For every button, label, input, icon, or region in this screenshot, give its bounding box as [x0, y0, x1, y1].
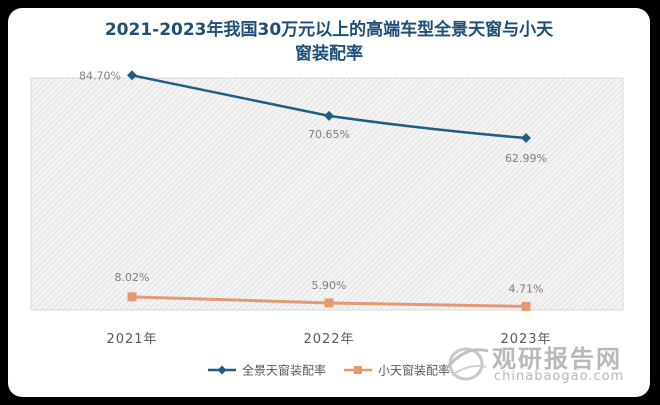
legend-label-1: 全景天窗装配率	[242, 363, 326, 378]
chart-title-line-1: 2021-2023年我国30万元以上的高端车型全景天窗与小天	[104, 20, 554, 40]
data-point-s2-1	[127, 292, 137, 302]
x-tick-label-1: 2021年	[106, 332, 157, 347]
series-line-1	[131, 74, 527, 140]
legend-marker-1	[217, 365, 227, 375]
data-label-s2-3: 4.71%	[509, 282, 544, 295]
globe-swoosh-logo-icon	[446, 347, 489, 381]
data-point-s1-3	[521, 133, 531, 144]
line-chart: 84.70% 70.65% 62.99% 8.02% 5.90% 4.71% 2021年 2…	[30, 69, 624, 378]
chart-card: 2021-2023年我国30万元以上的高端车型全景天窗与小天 窗装配率 84.7…	[8, 8, 650, 397]
data-label-s2-1: 8.02%	[115, 271, 150, 284]
data-point-s1-2	[324, 110, 334, 121]
data-point-s1-1	[127, 70, 137, 81]
chart-title-line-2: 窗装配率	[295, 44, 363, 64]
data-label-s1-3: 62.99%	[505, 152, 547, 165]
legend-marker-2	[354, 366, 362, 374]
data-label-s1-1: 84.70%	[79, 69, 121, 82]
x-tick-label-2: 2022年	[303, 332, 354, 347]
data-label-s2-2: 5.90%	[312, 279, 347, 292]
data-label-s1-2: 70.65%	[308, 128, 350, 141]
data-point-s2-3	[521, 301, 531, 311]
data-point-s2-2	[324, 298, 334, 308]
x-tick-label-3: 2023年	[500, 332, 551, 347]
legend-label-2: 小天窗装配率	[378, 363, 450, 378]
watermark: 观研报告网 chinabaogao.com	[438, 335, 638, 391]
watermark-brand-cn: 观研报告网	[492, 345, 622, 373]
chart-title: 2021-2023年我国30万元以上的高端车型全景天窗与小天 窗装配率	[8, 18, 650, 66]
watermark-brand-en: chinabaogao.com	[494, 369, 625, 384]
